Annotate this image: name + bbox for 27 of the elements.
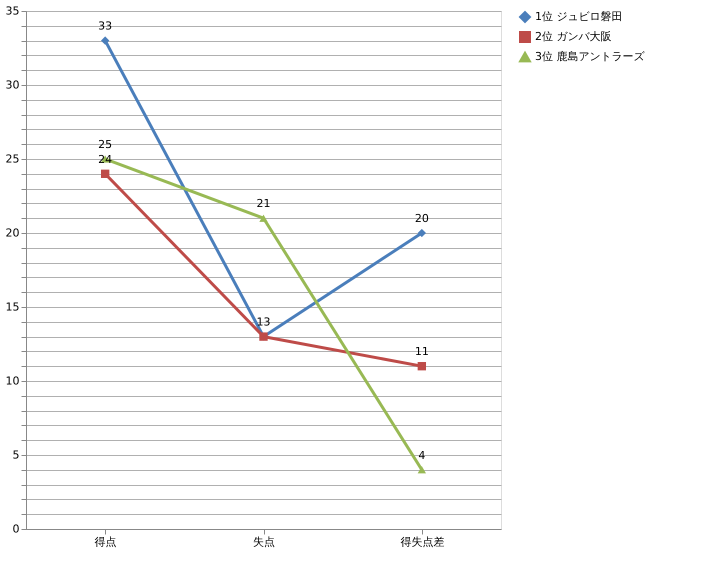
y-tick-label: 15 xyxy=(6,300,20,314)
x-tick-label: 得失点差 xyxy=(400,536,444,548)
data-label: 33 xyxy=(98,20,112,33)
point xyxy=(418,228,426,238)
legend-label: 1位 ジュビロ磐田 xyxy=(535,10,622,23)
data-label: 4 xyxy=(418,448,426,462)
data-label: 20 xyxy=(414,212,429,225)
point xyxy=(418,362,426,370)
data-label: 13 xyxy=(256,316,270,329)
y-tick-label: 35 xyxy=(6,4,20,18)
x-tick-label: 失点 xyxy=(253,536,275,548)
legend-label: 2位 ガンバ大阪 xyxy=(535,30,612,43)
point xyxy=(100,170,110,178)
y-tick-label: 5 xyxy=(12,448,20,462)
y-tick-label: 20 xyxy=(6,226,20,240)
data-label: 21 xyxy=(256,197,270,210)
data-label: 25 xyxy=(98,138,112,151)
point xyxy=(418,466,426,474)
legend-label: 3位 鹿島アントラーズ xyxy=(535,50,646,63)
data-label: 11 xyxy=(414,345,429,358)
y-tick-label: 25 xyxy=(6,152,20,166)
point xyxy=(100,36,110,45)
point xyxy=(259,214,268,222)
y-tick-label: 10 xyxy=(6,374,20,388)
x-tick-label: 得点 xyxy=(94,536,117,548)
y-tick-label: 0 xyxy=(12,522,20,536)
y-tick-label: 30 xyxy=(6,78,20,92)
